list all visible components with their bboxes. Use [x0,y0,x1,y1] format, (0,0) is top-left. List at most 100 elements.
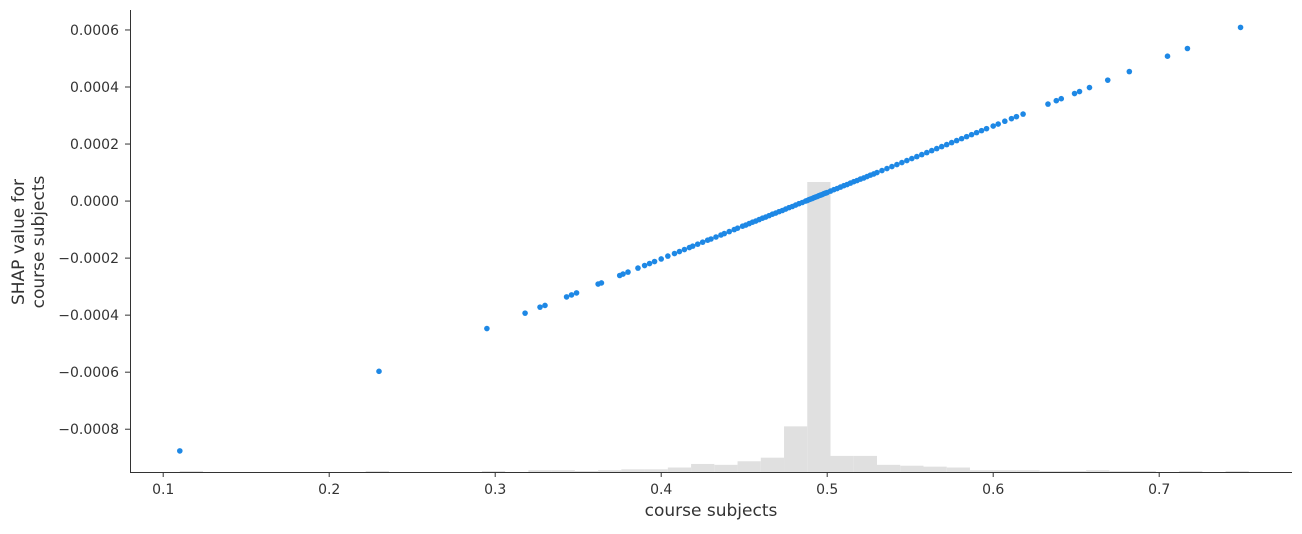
histogram-bar [900,465,924,472]
scatter-point [721,230,728,237]
scatter-point [928,147,935,154]
x-tick-label: 0.7 [1148,482,1170,498]
histogram-bar [877,464,901,472]
histogram-bar [830,455,854,472]
histogram-bar [644,469,668,472]
histogram-bar [1039,471,1063,472]
scatter-point [938,143,945,150]
scatter-point [958,135,965,142]
scatter-point [522,310,528,316]
histogram-bar [807,182,831,472]
x-tick-label: 0.2 [318,482,340,498]
scatter-point [943,141,950,148]
scatter-point [665,253,671,259]
scatter-point [1076,88,1083,95]
scatter-point [899,159,905,166]
histogram-bar [946,467,970,472]
scatter-point [963,133,970,140]
histogram-bar [923,466,947,472]
scatter-point [933,145,940,152]
scatter-point [651,258,658,265]
scatter-point [598,280,605,286]
histogram-bar [551,470,575,472]
y-tick-label: 0.0002 [70,137,119,153]
scatter-point [983,125,990,132]
scatter-point [734,225,741,231]
scatter-point [968,131,975,138]
scatter-point [973,129,980,136]
scatter-points-layer [177,24,1244,454]
scatter-point [699,239,706,245]
scatter-point [879,167,885,174]
scatter-point [990,123,996,129]
scatter-point [542,302,548,309]
scatter-point [1104,77,1111,83]
scatter-point [1058,95,1065,102]
scatter-point [641,262,648,269]
scatter-point [726,228,733,235]
x-tick-label: 0.5 [816,482,838,498]
scatter-point [914,153,920,160]
y-tick-label: 0.0006 [70,23,119,39]
histogram-bar [574,471,599,472]
scatter-point [376,368,382,375]
histogram-bar [1062,471,1087,472]
x-tick-label: 0.1 [152,482,174,498]
histogram-bar [365,471,389,472]
scatter-point [948,139,955,146]
x-axis-label: course subjects [645,501,778,521]
histogram-bar [784,426,808,472]
scatter-point [1086,84,1093,91]
scatter-point [689,243,696,249]
histogram-bar [760,457,785,472]
histogram-bar [528,470,552,472]
scatter-point [978,127,985,134]
scatter-point [1164,53,1171,59]
histogram-bar [1179,471,1203,472]
scatter-point [713,234,719,240]
scatter-point [1053,97,1060,104]
scatter-point [568,292,575,298]
scatter-point [1071,90,1078,97]
y-tick-label: −0.0004 [58,308,119,324]
scatter-point [635,265,641,271]
scatter-point [909,155,915,162]
scatter-point [874,169,880,176]
scatter-point [177,448,183,454]
histogram-layer [179,182,1249,472]
scatter-point [1126,68,1133,75]
histogram-bar [714,464,738,472]
scatter-point [1002,118,1008,125]
y-tick-label: 0.0000 [70,194,119,210]
histogram-bar [1225,471,1249,472]
scatter-point [1237,24,1244,31]
scatter-point [620,271,626,277]
scatter-point [1020,111,1026,117]
scatter-point [1184,45,1191,52]
y-axis-label-line-1: SHAP value for [9,179,29,305]
scatter-point [625,269,631,275]
scatter-point [894,161,900,168]
scatter-point [676,248,683,255]
x-tick-label: 0.6 [982,482,1004,498]
histogram-bar [737,461,761,472]
scatter-point [924,149,930,156]
scatter-point [563,294,570,300]
histogram-bar [1016,470,1040,472]
scatter-point [671,250,678,257]
x-ticks: 0.1 0.2 0.3 0.4 0.5 0.6 0.7 [152,472,1170,498]
histogram-bar [853,455,877,472]
y-tick-label: −0.0002 [58,251,119,267]
y-ticks: 0.0006 0.0004 0.0002 0.0000 −0.0002 −0.0004 −0… [58,23,130,438]
histogram-bar [1132,471,1156,472]
scatter-point [537,304,543,310]
y-tick-label: −0.0006 [58,365,119,381]
y-tick-label: 0.0004 [70,80,119,96]
scatter-point [919,151,925,158]
histogram-bar [667,467,692,472]
scatter-point [484,325,490,332]
x-tick-label: 0.4 [650,482,672,498]
histogram-bar [621,469,645,472]
scatter-point [646,260,653,267]
scatter-point [1013,113,1020,120]
